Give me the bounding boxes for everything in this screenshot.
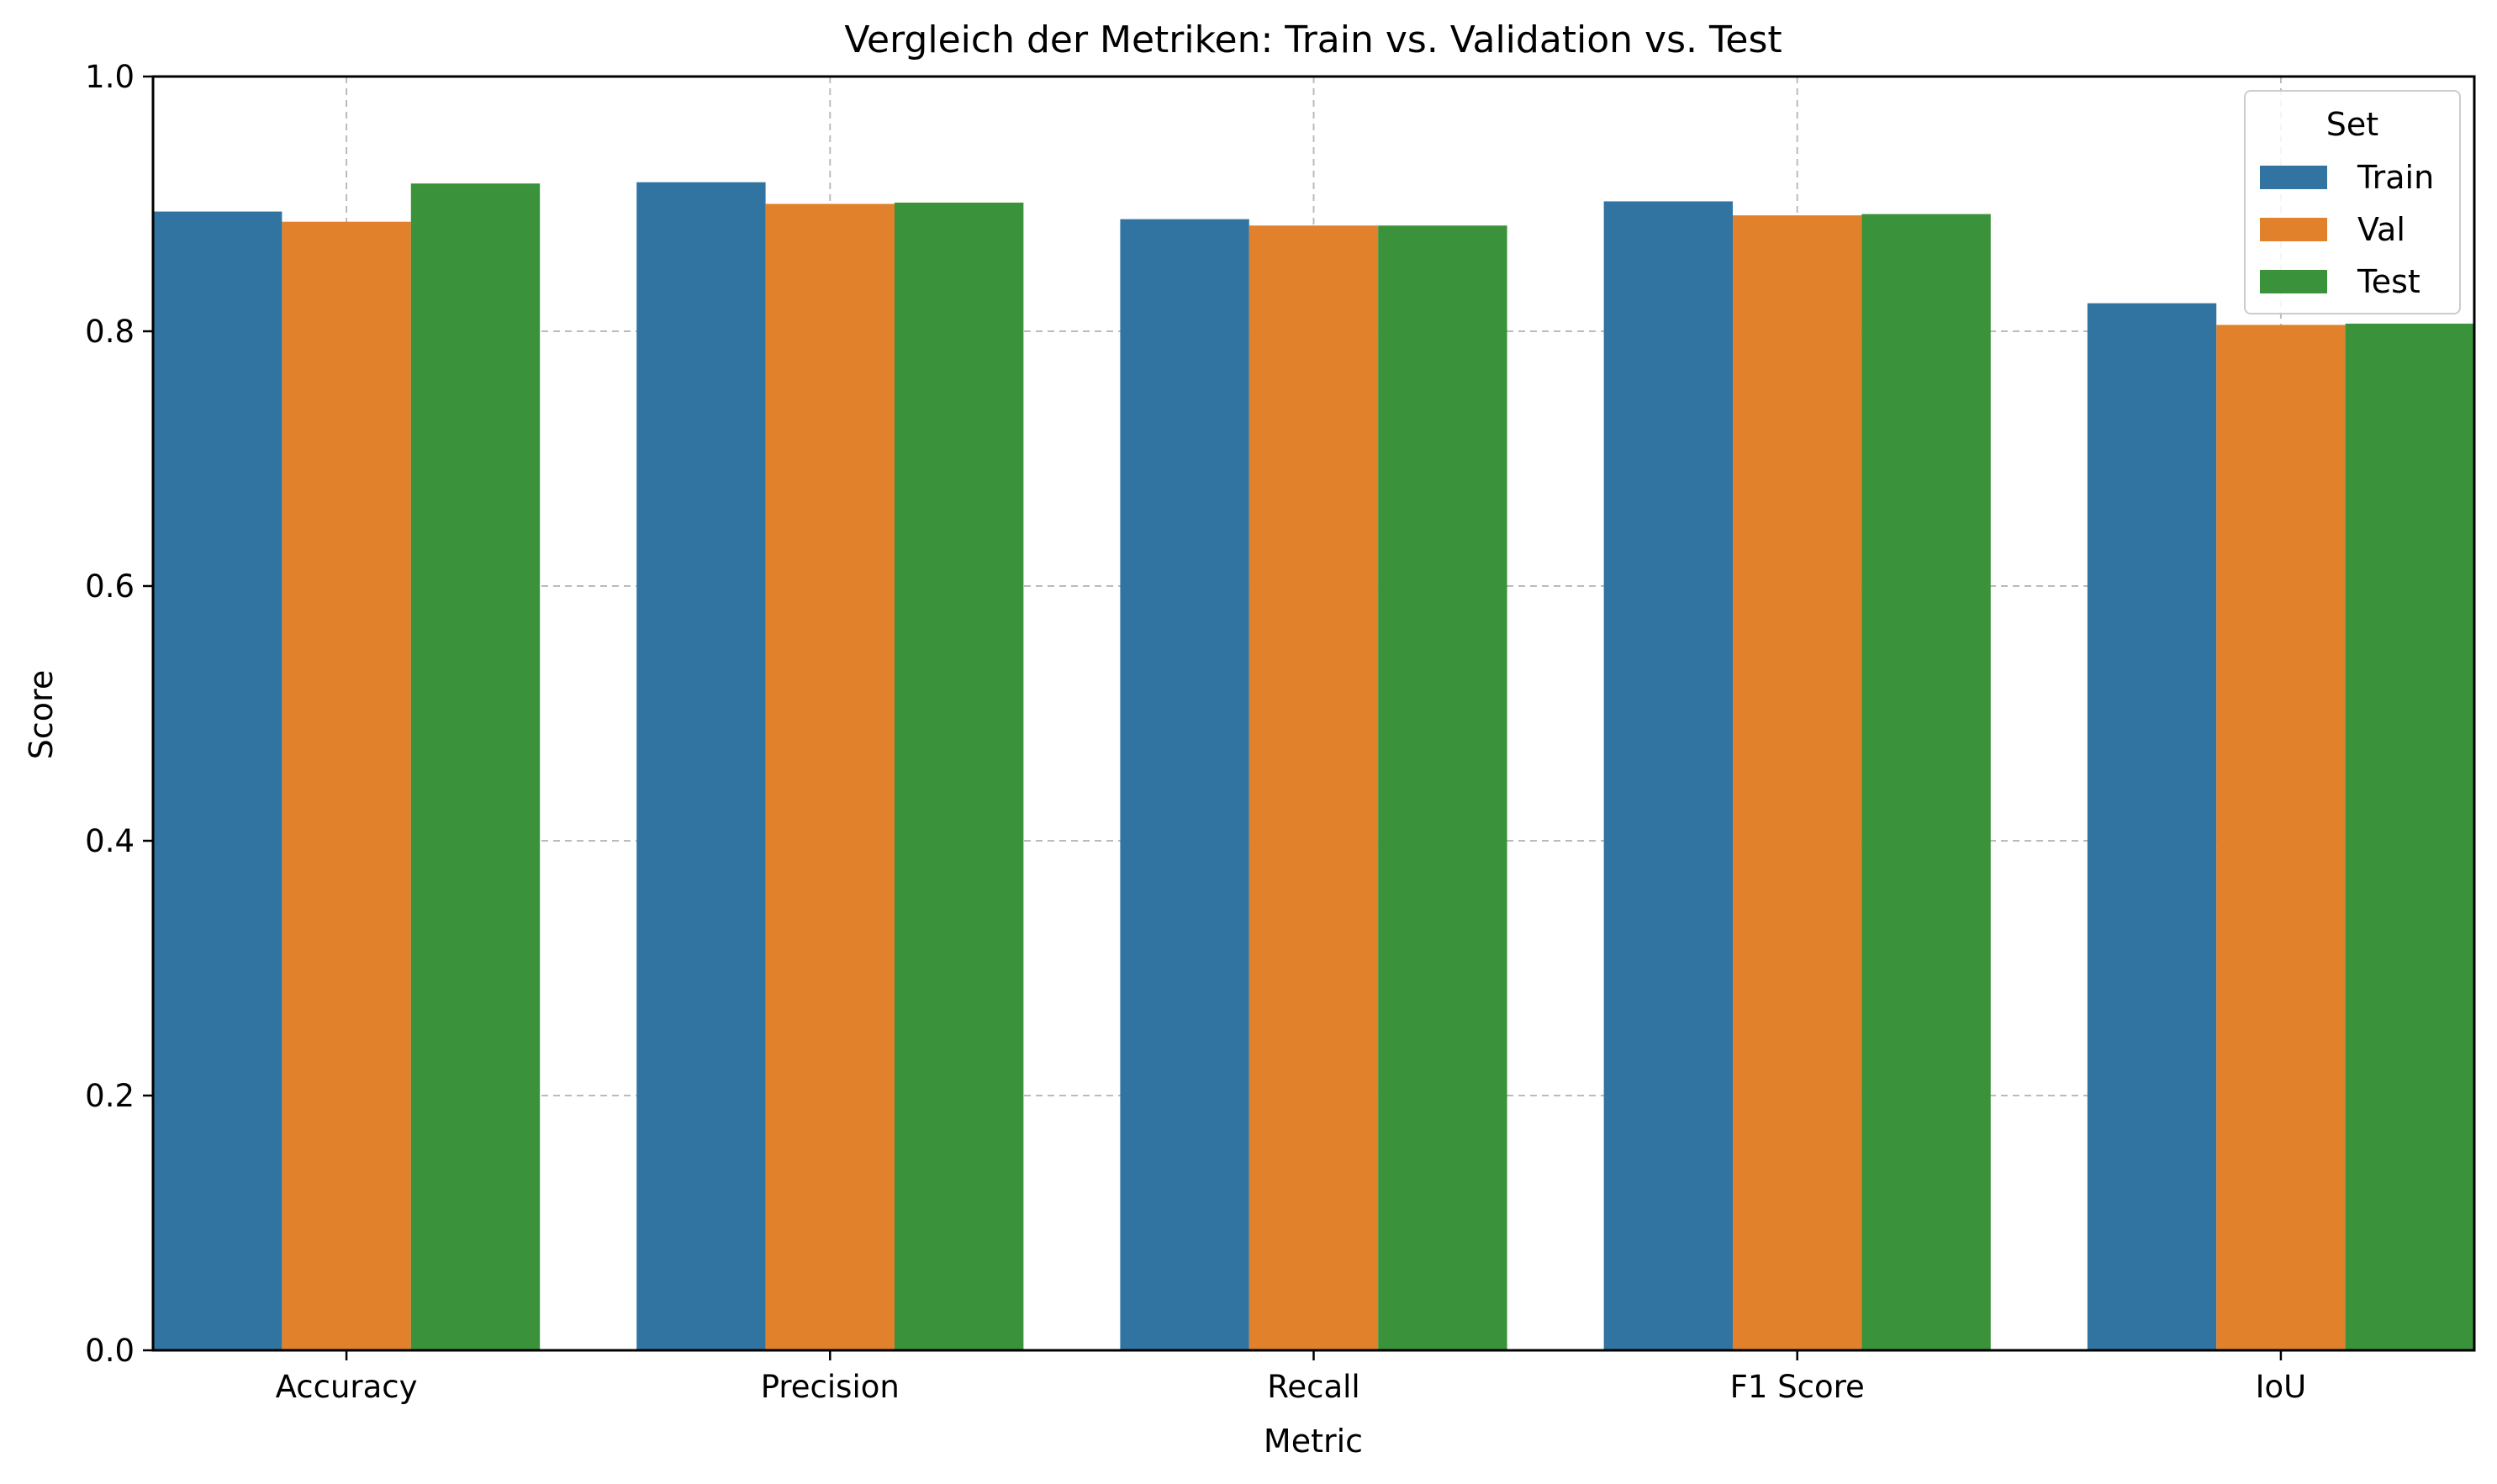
legend-box xyxy=(2244,90,2461,314)
bar-test-recall xyxy=(1378,225,1507,1350)
legend-entry: Val xyxy=(2357,211,2405,248)
y-tick-label: 0.0 xyxy=(85,1333,135,1369)
bar-val-recall xyxy=(1248,225,1379,1350)
y-axis-label: Score xyxy=(23,670,60,759)
bar-val-f1-score xyxy=(1733,215,1862,1350)
bar-train-accuracy xyxy=(153,211,282,1351)
bar-test-accuracy xyxy=(410,183,541,1350)
y-tick-label: 0.2 xyxy=(85,1078,135,1114)
x-tick-label: F1 Score xyxy=(1730,1369,1865,1405)
bar-train-recall xyxy=(1120,219,1249,1351)
bar-train-iou xyxy=(2087,303,2217,1350)
bar-val-precision xyxy=(765,203,895,1350)
bars xyxy=(153,182,2474,1351)
x-axis-label: Metric xyxy=(1264,1423,1363,1460)
chart-title: Vergleich der Metriken: Train vs. Valida… xyxy=(844,18,1782,61)
bar-val-accuracy xyxy=(282,221,411,1351)
y-axis: 0.0 0.2 0.4 0.6 0.8 1.0 xyxy=(85,59,153,1369)
y-tick-label: 1.0 xyxy=(85,59,135,95)
x-tick-label: Recall xyxy=(1267,1369,1359,1405)
legend-swatch xyxy=(2260,270,2327,293)
legend-swatch xyxy=(2260,218,2327,241)
bar-train-precision xyxy=(636,182,766,1350)
bar-test-precision xyxy=(894,202,1024,1351)
bar-test-f1-score xyxy=(1861,214,1991,1350)
x-tick-label: Precision xyxy=(761,1369,900,1405)
y-tick-label: 0.4 xyxy=(85,823,135,859)
x-tick-label: Accuracy xyxy=(276,1369,418,1405)
bar-test-iou xyxy=(2345,323,2474,1350)
legend: Set Train Val Test xyxy=(2244,90,2461,314)
legend-entry: Train xyxy=(2357,159,2434,196)
bar-val-iou xyxy=(2216,325,2346,1350)
y-tick-label: 0.6 xyxy=(85,568,135,605)
bar-train-f1-score xyxy=(1603,201,1734,1351)
y-tick-label: 0.8 xyxy=(85,314,135,350)
legend-entry: Test xyxy=(2357,263,2420,300)
legend-swatch xyxy=(2260,166,2327,189)
x-tick-label: IoU xyxy=(2256,1369,2307,1405)
legend-title: Set xyxy=(2326,106,2378,143)
x-axis: Accuracy Precision Recall F1 Score IoU xyxy=(276,1350,2307,1405)
